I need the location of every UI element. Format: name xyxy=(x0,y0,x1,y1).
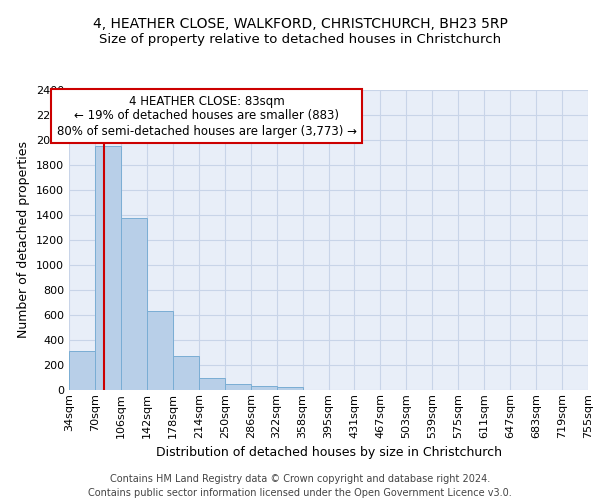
X-axis label: Distribution of detached houses by size in Christchurch: Distribution of detached houses by size … xyxy=(155,446,502,459)
Y-axis label: Number of detached properties: Number of detached properties xyxy=(17,142,31,338)
Bar xyxy=(95,146,121,390)
Text: 4 HEATHER CLOSE: 83sqm
← 19% of detached houses are smaller (883)
80% of semi-de: 4 HEATHER CLOSE: 83sqm ← 19% of detached… xyxy=(56,94,356,138)
Text: Size of property relative to detached houses in Christchurch: Size of property relative to detached ho… xyxy=(99,32,501,46)
Bar xyxy=(121,218,147,390)
Bar xyxy=(277,387,302,390)
Bar xyxy=(251,386,277,390)
Bar xyxy=(225,384,251,390)
Bar xyxy=(69,350,95,390)
Text: Contains HM Land Registry data © Crown copyright and database right 2024.
Contai: Contains HM Land Registry data © Crown c… xyxy=(88,474,512,498)
Bar xyxy=(147,311,173,390)
Bar xyxy=(199,378,224,390)
Text: 4, HEATHER CLOSE, WALKFORD, CHRISTCHURCH, BH23 5RP: 4, HEATHER CLOSE, WALKFORD, CHRISTCHURCH… xyxy=(92,18,508,32)
Bar xyxy=(173,356,199,390)
